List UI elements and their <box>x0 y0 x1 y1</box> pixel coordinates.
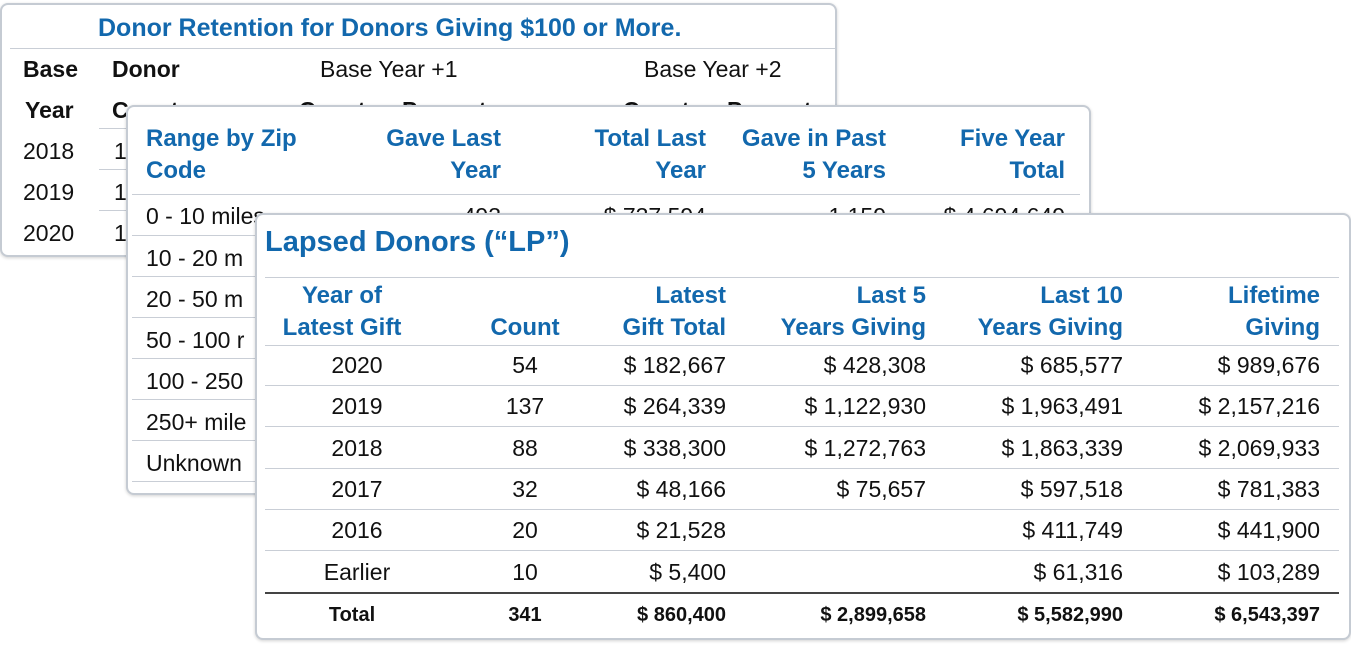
header-lifetime-line1: Lifetime <box>1227 282 1320 309</box>
total-divider <box>265 592 1339 594</box>
lapsed-count: 88 <box>512 435 538 461</box>
header-five-year-line1: Five Year <box>960 125 1065 152</box>
total-count: 341 <box>508 604 542 626</box>
header-gave-last-line1: Gave Last <box>386 125 501 152</box>
zip-range-label: 20 - 50 m <box>146 286 244 312</box>
lapsed-lifetime: $ 103,289 <box>1217 559 1320 585</box>
lapsed-last10: $ 1,863,339 <box>1001 435 1123 461</box>
lapsed-year: 2017 <box>331 476 383 502</box>
lapsed-last10: $ 1,963,491 <box>1001 393 1123 419</box>
header-gave-last-line2: Year <box>450 157 501 184</box>
zip-range-label: 250+ mile <box>146 409 247 435</box>
total-lifetime: $ 6,543,397 <box>1214 604 1320 626</box>
retention-title: Donor Retention for Donors Giving $100 o… <box>98 14 682 42</box>
zip-range-label: 100 - 250 <box>146 368 244 394</box>
header-year-line2: Latest Gift <box>282 314 402 341</box>
header-donor-line1: Donor <box>112 56 180 82</box>
divider <box>265 509 1339 510</box>
divider <box>265 426 1339 427</box>
row-donor-count: 1 <box>114 138 127 164</box>
lapsed-last5: $ 75,657 <box>836 476 926 502</box>
total-last10: $ 5,582,990 <box>1017 604 1123 626</box>
header-gave-past-line2: 5 Years <box>802 157 886 184</box>
lapsed-year: 2016 <box>331 517 383 543</box>
lapsed-last10: $ 597,518 <box>1020 476 1123 502</box>
divider <box>265 385 1339 386</box>
lapsed-last10: $ 411,749 <box>1022 517 1123 543</box>
divider <box>132 194 1080 195</box>
lapsed-latest: $ 21,528 <box>636 517 726 543</box>
divider <box>265 468 1339 469</box>
row-donor-count: 1 <box>114 179 127 205</box>
lapsed-latest: $ 264,339 <box>623 393 726 419</box>
header-total-last-line2: Year <box>655 157 706 184</box>
lapsed-year: 2019 <box>331 393 383 419</box>
lapsed-count: 54 <box>512 352 538 378</box>
divider <box>265 277 1339 278</box>
lapsed-lifetime: $ 441,900 <box>1217 517 1320 543</box>
header-base-year-line1: Base <box>23 56 78 82</box>
lapsed-latest: $ 182,667 <box>623 352 726 378</box>
lapsed-last10: $ 685,577 <box>1020 352 1123 378</box>
lapsed-latest: $ 48,166 <box>636 476 726 502</box>
header-last5-line1: Last 5 <box>856 282 926 309</box>
total-last5: $ 2,899,658 <box>820 604 926 626</box>
lapsed-count: 10 <box>512 559 538 585</box>
lapsed-lifetime: $ 2,069,933 <box>1198 435 1320 461</box>
header-latest-line2: Gift Total <box>622 314 726 341</box>
zip-range-label: Unknown <box>146 450 242 476</box>
lapsed-latest: $ 5,400 <box>649 559 726 585</box>
header-range-line2: Code <box>146 157 206 184</box>
lapsed-lifetime: $ 781,383 <box>1217 476 1320 502</box>
lapsed-last10: $ 61,316 <box>1033 559 1123 585</box>
total-label: Total <box>328 604 376 626</box>
lapsed-count: 32 <box>512 476 538 502</box>
lapsed-latest: $ 338,300 <box>623 435 726 461</box>
header-last10-line1: Last 10 <box>1040 282 1123 309</box>
divider <box>265 550 1339 551</box>
header-base-year-line2: Year <box>25 97 74 123</box>
header-base-year-plus1: Base Year +1 <box>320 56 458 82</box>
total-latest: $ 860,400 <box>637 604 726 626</box>
zip-range-label: 50 - 100 r <box>146 327 245 353</box>
lapsed-last5: $ 1,272,763 <box>804 435 926 461</box>
divider <box>10 48 835 49</box>
lapsed-year: 2018 <box>331 435 383 461</box>
header-gave-past-line1: Gave in Past <box>741 125 886 152</box>
header-last10-line2: Years Giving <box>977 314 1123 341</box>
header-latest-line1: Latest <box>655 282 726 309</box>
lapsed-year: Earlier <box>323 559 391 585</box>
lapsed-last5: $ 1,122,930 <box>804 393 926 419</box>
lapsed-last5: $ 428,308 <box>823 352 926 378</box>
header-year-line1: Year of <box>301 282 383 309</box>
header-count: Count <box>490 314 560 341</box>
row-donor-count: 1 <box>114 220 127 246</box>
row-year: 2019 <box>23 179 75 205</box>
divider <box>265 345 1339 346</box>
lapsed-lifetime: $ 989,676 <box>1217 352 1320 378</box>
header-total-last-line1: Total Last <box>594 125 706 152</box>
lapsed-donors-card: Lapsed Donors (“LP”) Year of Latest Gift… <box>255 213 1351 640</box>
row-year: 2020 <box>23 220 75 246</box>
header-range-line1: Range by Zip <box>146 125 297 152</box>
header-lifetime-line2: Giving <box>1245 314 1320 341</box>
lapsed-title: Lapsed Donors (“LP”) <box>265 226 570 258</box>
lapsed-year: 2020 <box>331 352 383 378</box>
row-year: 2018 <box>23 138 75 164</box>
zip-range-label: 0 - 10 miles <box>146 203 265 229</box>
header-five-year-line2: Total <box>1009 157 1065 184</box>
header-last5-line2: Years Giving <box>780 314 926 341</box>
header-base-year-plus2: Base Year +2 <box>644 56 782 82</box>
lapsed-count: 137 <box>505 393 545 419</box>
zip-range-label: 10 - 20 m <box>146 245 244 271</box>
lapsed-count: 20 <box>512 517 538 543</box>
lapsed-lifetime: $ 2,157,216 <box>1198 393 1320 419</box>
